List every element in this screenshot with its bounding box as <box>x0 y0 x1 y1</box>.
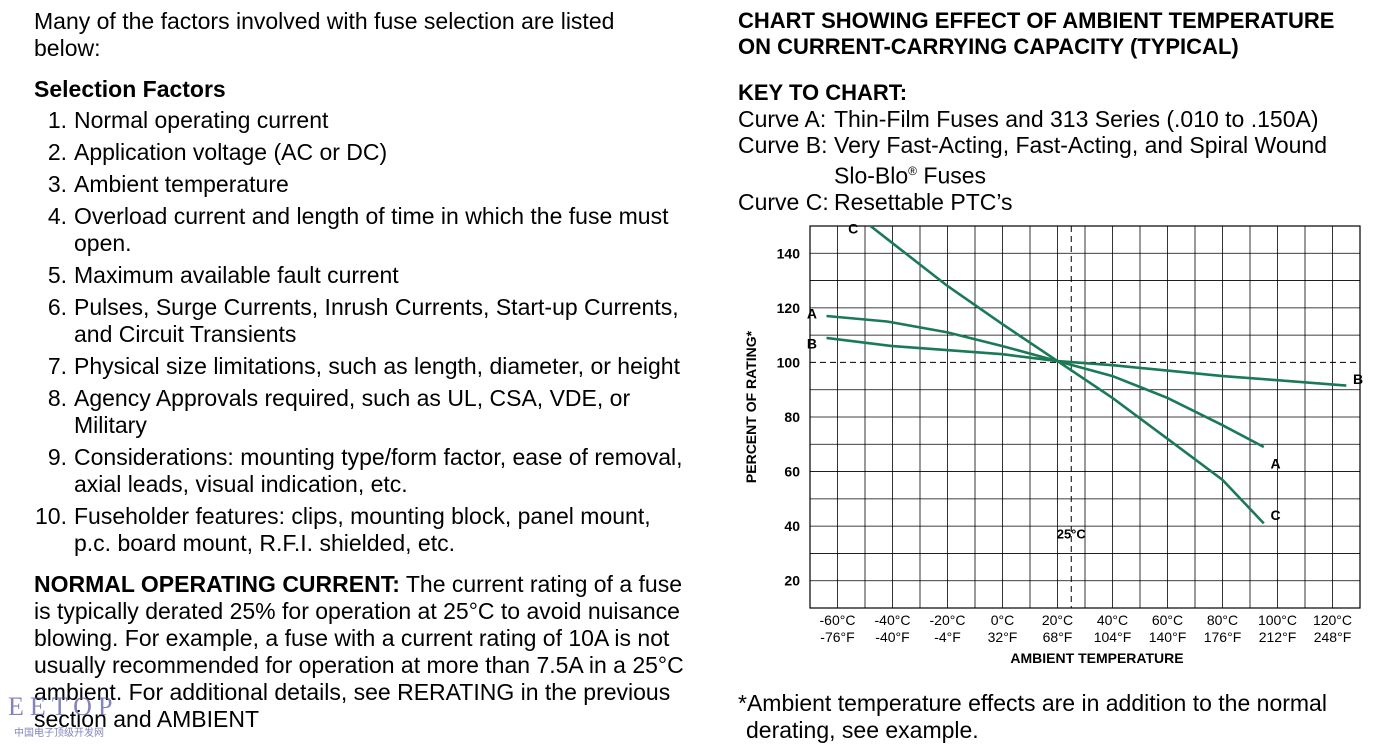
x-tick-label-fahrenheit: -40°F <box>875 629 909 645</box>
key-curve-b-text: Very Fast-Acting, Fast-Acting, and Spira… <box>834 132 1328 158</box>
selection-factor-item: 7. Physical size limitations, such as len… <box>34 353 684 380</box>
normal-operating-current-text: The current rating of a fuse is typicall… <box>34 571 684 732</box>
selection-factor-item: 5. Maximum available fault current <box>34 262 684 289</box>
chart-title-line-1: CHART SHOWING EFFECT OF AMBIENT TEMPERAT… <box>738 8 1335 33</box>
selection-factor-text: Ambient temperature <box>74 171 289 197</box>
x-tick-label-fahrenheit: -76°F <box>820 629 854 645</box>
selection-factors-list: 1. Normal operating current 2. Application … <box>34 107 684 557</box>
x-tick-label-fahrenheit: 176°F <box>1204 629 1242 645</box>
series-label-a: A <box>1271 455 1281 471</box>
selection-factor-item: 10. Fuseholder features: clips, mounting … <box>34 503 684 557</box>
selection-factor-number: 7. <box>47 353 67 379</box>
series-line-b <box>826 336 1347 387</box>
selection-factor-item: 6. Pulses, Surge Currents, Inrush Current… <box>34 294 684 348</box>
key-curve-a: Curve A: Thin-Film Fuses and 313 Series … <box>738 106 1378 132</box>
series-label-c: C <box>1271 507 1281 523</box>
selection-factor-text: Application voltage (AC or DC) <box>74 139 388 165</box>
selection-factor-item: 4. Overload current and length of time in… <box>34 203 684 257</box>
x-tick-label-celsius: 0°C <box>991 612 1015 628</box>
selection-factor-number: 5. <box>47 262 67 288</box>
y-axis-label: PERCENT OF RATING* <box>743 330 759 483</box>
series-label-a: A <box>807 305 817 321</box>
registered-mark: ® <box>908 164 917 178</box>
key-curve-b: Curve B: Very Fast-Acting, Fast-Acting, … <box>738 132 1378 189</box>
selection-factor-number: 3. <box>47 171 67 197</box>
key-curve-b-text-3: Fuses <box>917 162 987 189</box>
selection-factor-number: 10. <box>35 503 67 529</box>
right-column: CHART SHOWING EFFECT OF AMBIENT TEMPERAT… <box>738 8 1378 215</box>
y-tick-label: 100 <box>777 354 801 370</box>
reference-label-25c: 25°C <box>1057 526 1087 541</box>
left-column: Many of the factors involved with fuse s… <box>34 8 684 733</box>
y-tick-label: 140 <box>777 245 801 261</box>
selection-factor-text: Pulses, Surge Currents, Inrush Currents,… <box>74 294 679 347</box>
x-tick-label-celsius: 80°C <box>1207 612 1238 628</box>
selection-factor-text: Fuseholder features: clips, mounting blo… <box>74 503 651 556</box>
selection-factor-text: Considerations: mounting type/form facto… <box>74 444 683 497</box>
y-tick-label: 60 <box>784 464 800 480</box>
y-tick-label: 20 <box>784 573 800 589</box>
x-tick-label-celsius: 60°C <box>1152 612 1183 628</box>
y-tick-label: 80 <box>784 409 800 425</box>
key-curve-a-label: Curve A: <box>738 106 827 132</box>
footnote-line-2: derating, see example. <box>746 717 979 743</box>
x-tick-label-fahrenheit: 104°F <box>1094 629 1132 645</box>
x-tick-label-celsius: -20°C <box>930 612 966 628</box>
selection-factor-number: 1. <box>47 107 67 133</box>
x-tick-label-fahrenheit: 248°F <box>1314 629 1352 645</box>
key-curve-c: Curve C: Resettable PTC’s <box>738 189 1378 215</box>
normal-operating-current-heading: NORMAL OPERATING CURRENT: <box>34 571 400 597</box>
x-tick-label-fahrenheit: 68°F <box>1043 629 1073 645</box>
y-tick-label: 40 <box>784 518 800 534</box>
x-tick-label-celsius: 120°C <box>1313 612 1352 628</box>
watermark-subtext: 中国电子顶级开发网 <box>14 728 104 739</box>
key-heading: KEY TO CHART: <box>738 80 908 105</box>
normal-operating-current-paragraph: NORMAL OPERATING CURRENT: The current ra… <box>34 571 684 733</box>
selection-factor-number: 9. <box>47 444 67 470</box>
selection-factor-item: 3. Ambient temperature <box>34 171 684 198</box>
selection-factor-text: Maximum available fault current <box>74 262 399 288</box>
x-tick-label-fahrenheit: 32°F <box>988 629 1018 645</box>
intro-text: Many of the factors involved with fuse s… <box>34 8 615 61</box>
x-tick-label-fahrenheit: 140°F <box>1149 629 1187 645</box>
selection-factor-item: 2. Application voltage (AC or DC) <box>34 139 684 166</box>
series-label-b: B <box>1353 371 1363 387</box>
selection-factor-text: Physical size limitations, such as lengt… <box>74 353 680 379</box>
x-tick-label-celsius: 40°C <box>1097 612 1128 628</box>
key-curve-c-label: Curve C: <box>738 188 829 215</box>
selection-factor-text: Normal operating current <box>74 107 329 133</box>
x-tick-label-celsius: 100°C <box>1258 612 1297 628</box>
temperature-derating-chart: 25°C 20 40 60 80 100 120 140 -60°C -76°F -40°C -40°… <box>740 216 1380 676</box>
key-curve-b-label: Curve B: <box>738 132 828 158</box>
selection-factor-number: 8. <box>47 385 67 411</box>
watermark-logo: EETOP <box>8 692 119 721</box>
series-line-c <box>869 224 1265 525</box>
series-label-b: B <box>807 335 817 351</box>
x-axis-label: AMBIENT TEMPERATURE <box>1010 650 1183 666</box>
footnote-line-1: *Ambient temperature effects are in addi… <box>738 690 1327 716</box>
selection-factor-number: 4. <box>47 203 67 229</box>
x-tick-label-fahrenheit: 212°F <box>1259 629 1297 645</box>
key-curve-b-text-2: Slo-Blo <box>834 162 909 189</box>
y-tick-label: 120 <box>777 300 801 316</box>
selection-factor-text: Overload current and length of time in w… <box>74 203 669 256</box>
chart-title-line-2: ON CURRENT-CARRYING CAPACITY (TYPICAL) <box>738 34 1239 59</box>
footnote: *Ambient temperature effects are in addi… <box>738 690 1378 744</box>
chart-svg: 25°C 20 40 60 80 100 120 140 -60°C-76°F -40°C-40°… <box>743 221 1363 666</box>
selection-factors-heading: Selection Factors <box>34 76 226 102</box>
selection-factor-number: 2. <box>47 139 67 165</box>
selection-factor-item: 9. Considerations: mounting type/form fac… <box>34 444 684 498</box>
selection-factor-item: 8. Agency Approvals required, such as UL,… <box>34 385 684 439</box>
selection-factor-item: 1. Normal operating current <box>34 107 684 134</box>
selection-factor-text: Agency Approvals required, such as UL, C… <box>74 385 631 438</box>
series-label-c: C <box>848 221 858 237</box>
x-tick-label-fahrenheit: -4°F <box>934 629 961 645</box>
key-curve-c-text: Resettable PTC’s <box>834 188 1013 215</box>
x-tick-label-celsius: -40°C <box>875 612 911 628</box>
selection-factor-number: 6. <box>47 294 67 320</box>
x-tick-label-celsius: 20°C <box>1042 612 1073 628</box>
key-curve-a-text: Thin-Film Fuses and 313 Series (.010 to … <box>834 106 1319 132</box>
x-tick-label-celsius: -60°C <box>820 612 856 628</box>
